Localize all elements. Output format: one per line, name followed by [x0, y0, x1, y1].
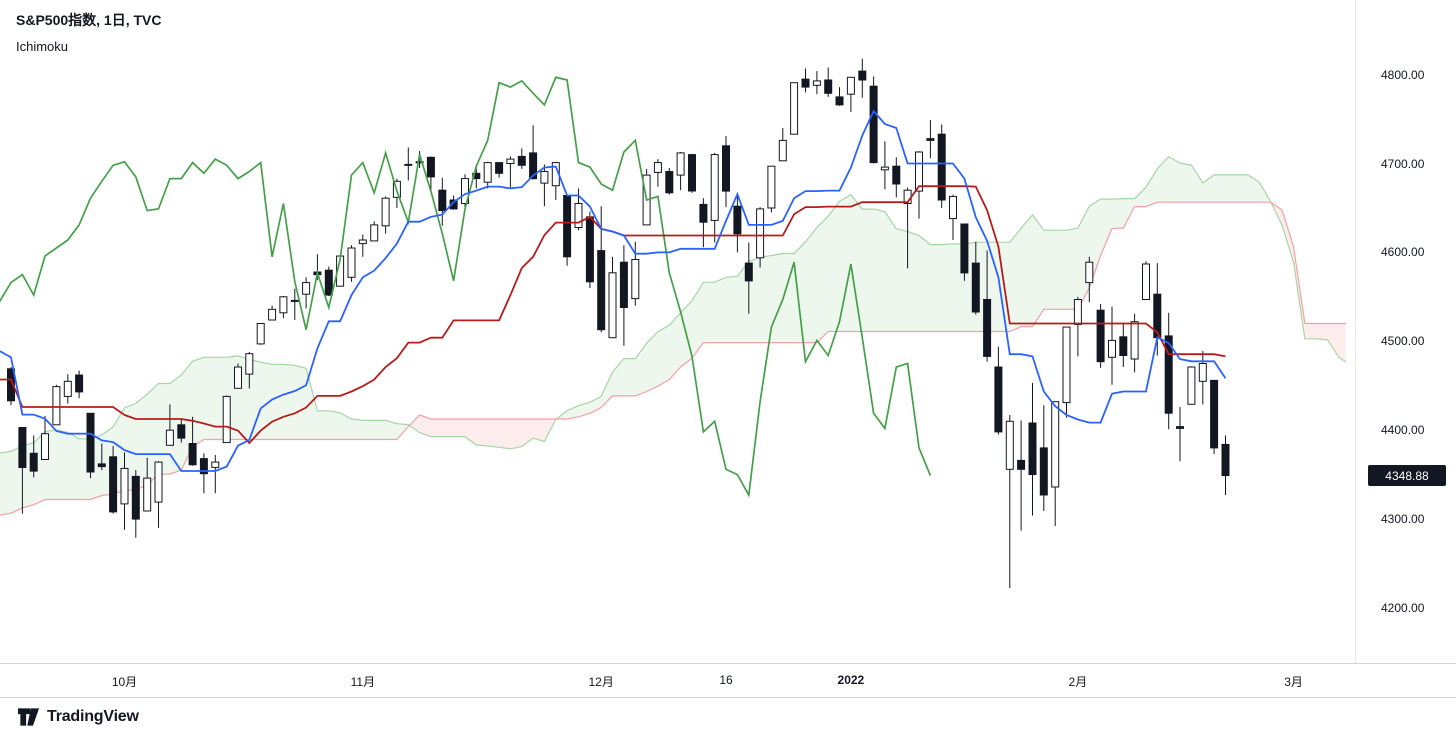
price-axis-label: 4700.00 [1381, 156, 1425, 171]
last-price-badge: 4348.88 [1368, 465, 1446, 487]
ichimoku-lines [0, 76, 1227, 498]
tradingview-logo[interactable]: TradingView [17, 707, 139, 727]
symbol-title[interactable]: S&P500指数, 1日, TVC [16, 12, 162, 28]
time-axis-label: 12月 [588, 675, 614, 689]
last-price-value: 4348.88 [1385, 468, 1429, 483]
price-axis-label: 4400.00 [1381, 423, 1425, 438]
price-chart-canvas[interactable] [0, 0, 1355, 663]
price-axis-label: 4600.00 [1381, 245, 1425, 260]
footer-bar: TradingView [0, 697, 1456, 735]
price-axis-label: 4500.00 [1381, 334, 1425, 349]
time-axis-label: 2月 [1068, 675, 1088, 689]
chart-legend: S&P500指数, 1日, TVC Ichimoku [16, 10, 162, 54]
price-axis[interactable]: 4348.88 4800.00 4700.00 4600.00 4500.00 4400… [1355, 0, 1456, 663]
ichimoku-cloud [0, 155, 1346, 516]
price-axis-label: 4200.00 [1381, 600, 1425, 615]
tradingview-logo-icon [17, 707, 40, 726]
time-axis-label: 16 [719, 673, 733, 687]
price-axis-label: 4800.00 [1381, 67, 1425, 82]
time-axis-label: 11月 [350, 675, 376, 689]
time-axis-label: 2022 [837, 673, 865, 687]
candlesticks [7, 58, 1230, 589]
indicator-ichimoku-label[interactable]: Ichimoku [16, 39, 69, 54]
tradingview-wordmark: TradingView [47, 707, 139, 725]
time-axis[interactable]: 10月 11月 12月 16 2022 2月 3月 [0, 663, 1456, 697]
time-axis-label: 3月 [1284, 675, 1303, 689]
time-axis-label: 10月 [111, 675, 138, 689]
price-axis-label: 4300.00 [1381, 512, 1425, 527]
